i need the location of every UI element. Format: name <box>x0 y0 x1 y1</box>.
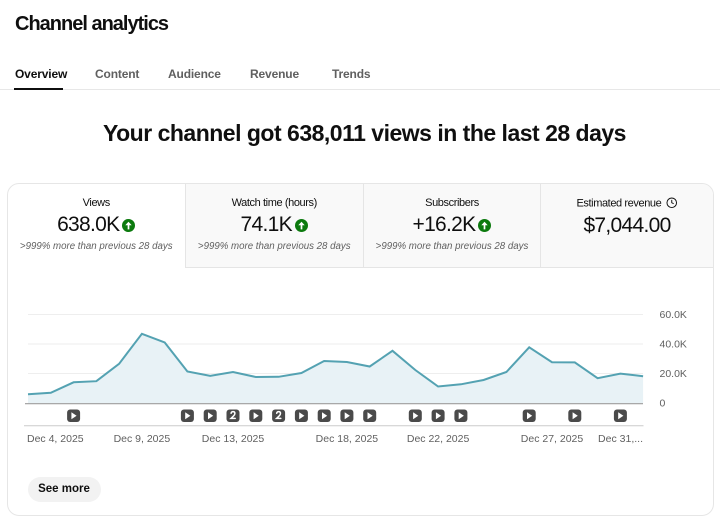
svg-text:Dec 9, 2025: Dec 9, 2025 <box>114 433 171 445</box>
svg-text:Dec 27, 2025: Dec 27, 2025 <box>521 433 584 445</box>
svg-text:Dec 13, 2025: Dec 13, 2025 <box>202 433 265 445</box>
svg-text:Dec 31,...: Dec 31,... <box>598 433 643 445</box>
svg-text:20.0K: 20.0K <box>660 368 687 380</box>
svg-text:Dec 4, 2025: Dec 4, 2025 <box>27 433 84 445</box>
svg-text:0: 0 <box>660 398 666 410</box>
svg-text:Dec 18, 2025: Dec 18, 2025 <box>316 433 379 445</box>
svg-text:40.0K: 40.0K <box>660 339 687 351</box>
svg-text:Dec 22, 2025: Dec 22, 2025 <box>407 433 470 445</box>
svg-text:60.0K: 60.0K <box>660 309 687 321</box>
